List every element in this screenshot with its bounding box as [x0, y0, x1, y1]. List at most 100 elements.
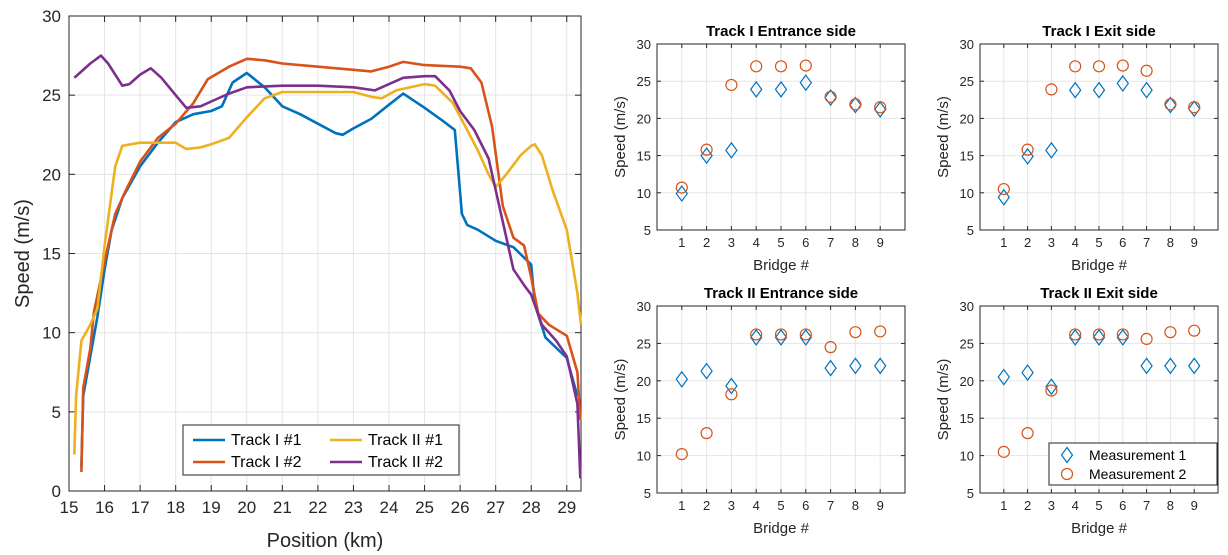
- data-point-measurement-2: [849, 326, 862, 339]
- data-point-measurement-2: [1069, 328, 1082, 341]
- data-point-measurement-1: [1164, 96, 1177, 114]
- y-tick-label: 10: [960, 186, 974, 201]
- legend-label: Track I #2: [231, 454, 302, 471]
- data-point-measurement-2: [1116, 59, 1129, 72]
- x-tick-label: 2: [1024, 498, 1031, 513]
- legend-box: [1048, 442, 1218, 486]
- data-point-measurement-1: [849, 357, 862, 375]
- x-tick-label: 23: [344, 498, 363, 517]
- y-tick-label: 20: [637, 111, 651, 126]
- x-tick-label: 7: [1143, 235, 1150, 250]
- x-tick-label: 4: [753, 498, 760, 513]
- data-point-measurement-1: [1021, 364, 1034, 382]
- x-tick-label: 8: [852, 498, 859, 513]
- data-point-measurement-1: [1140, 357, 1153, 375]
- y-tick-label: 10: [960, 449, 974, 464]
- data-point-measurement-1: [799, 328, 813, 346]
- data-point-measurement-1: [1116, 328, 1130, 346]
- x-tick-label: 1: [1000, 498, 1007, 513]
- x-tick-label: 6: [802, 498, 809, 513]
- data-point-measurement-2: [1140, 64, 1153, 77]
- data-point-measurement-2: [700, 427, 713, 440]
- data-point-measurement-1: [700, 362, 713, 380]
- x-axis-title: Bridge #: [753, 520, 810, 537]
- data-point-measurement-1: [1187, 357, 1201, 375]
- x-tick-label: 9: [877, 235, 884, 250]
- x-tick-label: 5: [777, 498, 784, 513]
- data-point-measurement-1: [873, 100, 887, 118]
- x-axis-title: Bridge #: [1071, 257, 1128, 274]
- x-tick-label: 18: [166, 498, 185, 517]
- x-tick-label: 2: [703, 498, 710, 513]
- data-point-measurement-2: [1092, 60, 1106, 73]
- y-axis-title: Speed (m/s): [12, 199, 34, 308]
- x-tick-label: 9: [877, 498, 884, 513]
- data-point-measurement-1: [1140, 81, 1153, 99]
- y-tick-label: 30: [960, 299, 974, 314]
- panel-3: 1 2 3 4 5 6 7 8 9 5 10 15 20 25 30 Bridge # Speed (m/s) T…: [935, 23, 1219, 274]
- x-tick-label: 3: [1048, 498, 1055, 513]
- data-point-measurement-2: [874, 325, 887, 338]
- data-point-measurement-2: [1188, 324, 1201, 337]
- data-point-measurement-1: [675, 370, 689, 388]
- data-point-measurement-1: [749, 328, 763, 346]
- data-point-measurement-2: [824, 90, 837, 103]
- x-tick-label: 4: [753, 235, 760, 250]
- data-point-measurement-2: [849, 98, 862, 111]
- panel-title: Track II Exit side: [1040, 285, 1158, 302]
- y-tick-label: 5: [644, 223, 651, 238]
- y-tick-label: 30: [42, 7, 61, 26]
- y-tick-label: 25: [42, 86, 61, 105]
- panel-title: Track I Entrance side: [706, 23, 856, 40]
- x-tick-label: 8: [1167, 235, 1174, 250]
- x-tick-label: 15: [60, 498, 79, 517]
- y-tick-label: 10: [637, 186, 651, 201]
- data-point-measurement-1: [873, 357, 887, 375]
- data-point-measurement-1: [1068, 328, 1082, 346]
- x-tick-label: 26: [451, 498, 470, 517]
- legend-swatch: [1060, 446, 1074, 464]
- y-tick-label: 0: [52, 482, 61, 501]
- x-tick-label: 3: [728, 235, 735, 250]
- data-point-measurement-1: [824, 89, 837, 107]
- y-tick-label: 10: [637, 449, 651, 464]
- y-axis-title: Speed (m/s): [935, 96, 952, 178]
- x-tick-label: 8: [852, 235, 859, 250]
- x-tick-label: 6: [802, 235, 809, 250]
- data-point-measurement-2: [725, 388, 738, 401]
- x-tick-label: 24: [380, 498, 399, 517]
- legend-swatch: [1060, 467, 1074, 481]
- y-tick-label: 30: [637, 299, 651, 314]
- y-tick-label: 20: [960, 374, 974, 389]
- legend-label: Track II #2: [368, 454, 443, 471]
- y-tick-label: 25: [960, 336, 974, 351]
- data-point-measurement-2: [1116, 328, 1129, 341]
- y-tick-label: 15: [637, 411, 651, 426]
- data-point-measurement-2: [750, 60, 763, 73]
- data-point-measurement-1: [1164, 357, 1177, 375]
- x-tick-label: 7: [1143, 498, 1150, 513]
- data-point-measurement-1: [774, 328, 788, 346]
- series-line-track-ii-1: [73, 82, 583, 455]
- y-tick-label: 15: [960, 411, 974, 426]
- data-point-measurement-2: [774, 60, 788, 73]
- x-tick-label: 1: [678, 498, 685, 513]
- x-tick-label: 4: [1072, 498, 1079, 513]
- x-tick-label: 21: [273, 498, 292, 517]
- x-tick-label: 1: [1000, 235, 1007, 250]
- legend-label: Measurement 1: [1089, 447, 1186, 463]
- y-tick-label: 5: [52, 403, 61, 422]
- x-axis-title: Position (km): [267, 530, 384, 552]
- x-tick-label: 22: [308, 498, 327, 517]
- data-point-measurement-1: [774, 80, 788, 98]
- x-tick-label: 17: [131, 498, 150, 517]
- y-axis-title: Speed (m/s): [612, 359, 629, 441]
- panel-1: 15 16 17 18 19 20 21 22 23 24 25 26 27 28 29 0 5 10 15 20 25…: [12, 7, 583, 552]
- data-point-measurement-2: [725, 78, 738, 92]
- data-point-measurement-1: [1116, 74, 1130, 92]
- y-tick-label: 5: [644, 486, 651, 501]
- panel-4: 1 2 3 4 5 6 7 8 9 5 10 15 20 25 30 Bridge # Speed (m/s) T…: [612, 285, 906, 537]
- y-tick-label: 25: [637, 74, 651, 89]
- data-point-measurement-2: [1164, 98, 1177, 111]
- y-tick-label: 30: [637, 37, 651, 52]
